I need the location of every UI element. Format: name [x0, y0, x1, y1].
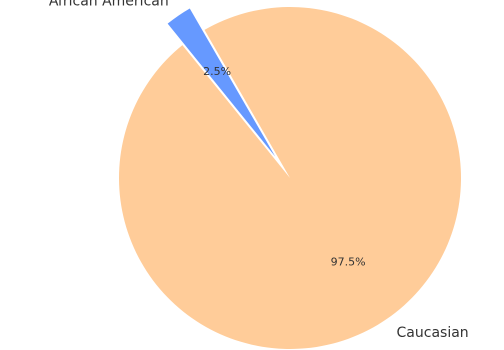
pct-label-african-american: 2.5% — [203, 65, 231, 78]
pie-slice-african-american — [167, 8, 276, 157]
pct-label-caucasian: 97.5% — [331, 256, 366, 269]
pie-labels: 2.5% African American 97.5% Caucasian — [49, 0, 469, 341]
pie-slices — [119, 6, 461, 349]
pie-slice-caucasian — [119, 6, 461, 349]
category-label-caucasian: Caucasian — [397, 325, 469, 341]
category-label-african-american: African American — [49, 0, 169, 10]
